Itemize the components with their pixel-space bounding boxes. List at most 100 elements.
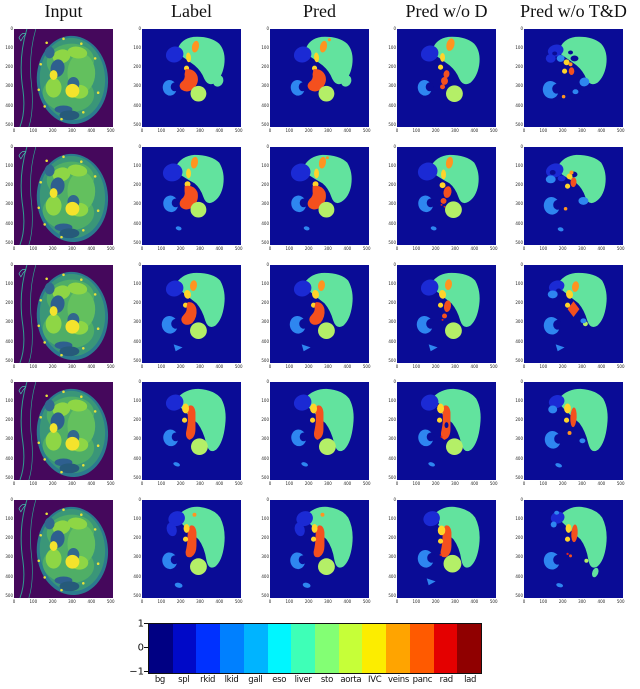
- x-axis-tick-label: 300: [196, 363, 204, 369]
- y-axis-tick-label: 100: [261, 45, 269, 51]
- y-axis-tick-label: 100: [261, 281, 269, 287]
- y-axis-tick-label: 500: [133, 592, 141, 598]
- organ-shape: [545, 175, 556, 184]
- x-axis-tick-label: 100: [157, 598, 166, 604]
- organ-shape: [60, 353, 63, 357]
- panel-row4-input: 0 0 100 100 200 200 300 300 400 400 500 500: [5, 380, 114, 486]
- organ-shape: [39, 299, 43, 302]
- organ-shape: [303, 272, 353, 327]
- organ-shape: [443, 186, 452, 198]
- organ-shape: [430, 272, 480, 327]
- colorbar-segment-rkid: [196, 624, 221, 673]
- x-axis-tick-label: 500: [106, 480, 115, 486]
- organ-shape: [569, 554, 573, 558]
- y-axis-tick-label: 400: [5, 102, 13, 108]
- x-axis-tick-label: 200: [176, 245, 185, 251]
- x-axis-tick-label: 400: [87, 127, 96, 133]
- organ-shape: [44, 46, 55, 59]
- organ-shape: [191, 438, 208, 456]
- organ-shape: [294, 522, 305, 537]
- x-axis-tick-label: 0: [140, 363, 144, 369]
- y-axis-tick-label: 500: [515, 121, 523, 127]
- y-axis-tick-label: 100: [388, 45, 396, 51]
- panel-image: [270, 147, 369, 245]
- y-axis-tick-label: 400: [133, 220, 141, 226]
- x-axis-tick-label: 100: [539, 245, 548, 251]
- colorbar-class-label: veins: [388, 675, 409, 685]
- x-axis-tick-label: 300: [68, 598, 76, 604]
- y-axis-tick-label: 500: [133, 474, 141, 480]
- x-axis-tick-label: 100: [285, 598, 294, 604]
- x-axis-tick-label: 400: [87, 363, 96, 369]
- panel-image: [524, 500, 623, 598]
- x-axis-tick-label: 300: [324, 598, 332, 604]
- organ-shape: [39, 534, 43, 537]
- y-axis-tick-label: 200: [5, 417, 13, 423]
- y-axis-tick-label: 200: [261, 182, 269, 188]
- organ-shape: [80, 395, 83, 398]
- organ-shape: [65, 83, 80, 98]
- organ-shape: [318, 85, 335, 102]
- y-axis-tick-label: 300: [133, 554, 141, 560]
- organ-shape: [318, 322, 335, 339]
- x-axis-tick-label: 100: [412, 245, 421, 251]
- x-axis-tick-label: 400: [470, 245, 479, 251]
- x-axis-tick-label: 0: [395, 480, 399, 486]
- x-axis-tick-label: 100: [539, 363, 548, 369]
- x-axis-tick-label: 500: [616, 363, 625, 369]
- organ-shape: [174, 582, 183, 588]
- organ-shape: [564, 403, 572, 414]
- x-axis-tick-label: 400: [215, 598, 224, 604]
- panel-image: [397, 382, 496, 480]
- organ-shape: [65, 201, 80, 216]
- organ-shape: [82, 111, 85, 114]
- colorbar-ytick-neg1: −1: [129, 666, 144, 678]
- y-axis-tick-label: 0: [10, 144, 13, 149]
- x-axis-tick-label: 100: [412, 598, 421, 604]
- x-axis-tick-label: 500: [106, 127, 115, 133]
- y-axis-tick-label: 400: [261, 455, 269, 461]
- x-axis-tick-label: 200: [48, 127, 57, 133]
- organ-shape: [553, 319, 563, 330]
- y-axis-tick-label: 300: [5, 554, 13, 560]
- organ-shape: [552, 51, 558, 56]
- organ-shape: [318, 201, 335, 218]
- panel-image: [14, 147, 113, 245]
- x-axis-tick-label: 100: [29, 245, 38, 251]
- y-axis-tick-label: 300: [388, 201, 396, 207]
- y-axis-tick-label: 300: [388, 554, 396, 560]
- organ-shape: [67, 282, 88, 295]
- organ-shape: [559, 36, 607, 85]
- organ-shape: [28, 500, 37, 598]
- organ-shape: [563, 59, 570, 66]
- x-axis-tick-label: 300: [451, 245, 459, 251]
- organ-shape: [43, 458, 46, 461]
- x-axis-tick-label: 0: [268, 127, 272, 133]
- panel-image: [397, 500, 496, 598]
- organ-shape: [441, 432, 446, 437]
- y-axis-tick-label: 100: [388, 281, 396, 287]
- x-axis-tick-label: 400: [343, 598, 352, 604]
- y-axis-tick-label: 500: [261, 474, 269, 480]
- panel-image: [397, 265, 496, 363]
- y-axis-tick-label: 400: [5, 573, 13, 579]
- y-axis-tick-label: 100: [515, 398, 523, 404]
- organ-shape: [566, 290, 574, 299]
- organ-shape: [189, 280, 197, 291]
- column-header-label: Label: [171, 1, 212, 21]
- x-axis-tick-label: 200: [176, 480, 185, 486]
- organ-shape: [319, 40, 328, 53]
- y-axis-tick-label: 0: [393, 144, 396, 149]
- organ-shape: [302, 582, 311, 588]
- x-axis-tick-label: 0: [140, 245, 144, 251]
- organ-shape: [545, 163, 564, 178]
- organ-shape: [318, 558, 335, 575]
- organ-shape: [290, 163, 311, 182]
- y-axis-tick-label: 400: [5, 338, 13, 344]
- organ-shape: [443, 300, 452, 313]
- x-axis-tick-label: 0: [140, 598, 144, 604]
- x-axis-tick-label: 0: [395, 598, 399, 604]
- x-axis-tick-label: 0: [522, 480, 526, 486]
- organ-shape: [28, 382, 37, 480]
